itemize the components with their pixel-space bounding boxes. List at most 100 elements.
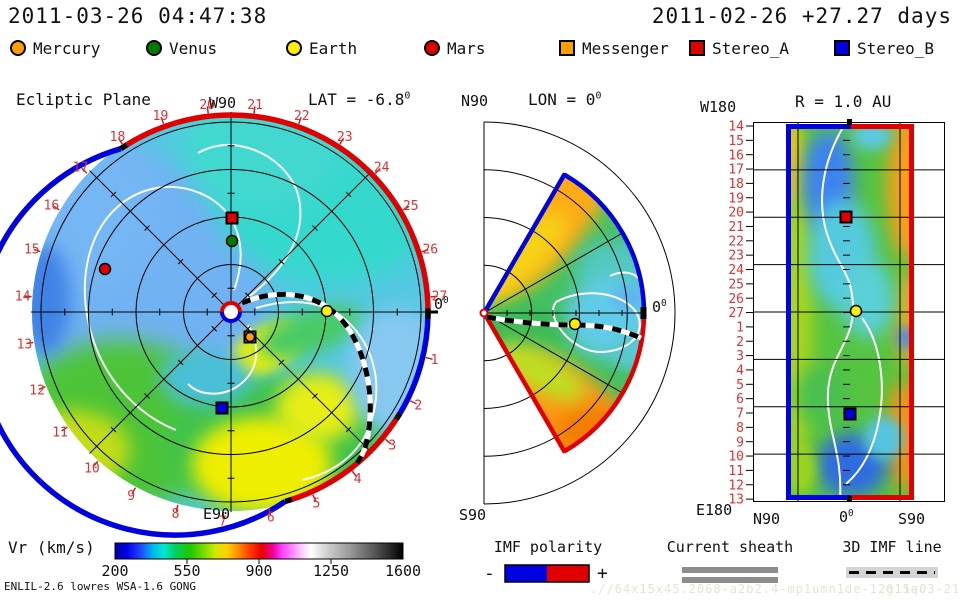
day-tick [339, 137, 345, 145]
degree-sup: 0 [661, 298, 667, 309]
day-label: 4 [354, 472, 362, 487]
line [483, 312, 623, 394]
marker-ecliptic-earth [320, 304, 334, 318]
marker-ecliptic-stereo_a [225, 211, 239, 225]
field-blob [257, 305, 363, 359]
mars-icon [424, 40, 440, 56]
day-tick [52, 205, 60, 211]
legend-item-stereo-a: Stereo_A [689, 38, 790, 58]
marker-ecliptic-venus [225, 234, 239, 248]
day-label: 6 [267, 511, 275, 526]
radial-s90-axis-label: S90 [898, 510, 926, 528]
day-label: 16 [728, 148, 744, 163]
path [220, 301, 242, 313]
day-label: 15 [24, 242, 40, 257]
meridional-imf-polarity-border [483, 172, 647, 454]
radial-imf-polarity-border [786, 124, 914, 500]
run-id-watermark: .//64x15x45.2068-a2b2.4-mp1umn1de-1.g15q… [590, 582, 928, 596]
day-label: 7 [736, 407, 744, 422]
day-label: 5 [313, 496, 321, 511]
rim-gap [284, 496, 293, 505]
rect [682, 577, 778, 583]
current-sheath-swatch [682, 567, 778, 583]
day-label: 6 [736, 392, 744, 407]
day-label: 10 [728, 450, 744, 465]
colorbar [114, 542, 404, 560]
sheet-line [845, 317, 883, 485]
day-label: 4 [736, 364, 744, 379]
au-tick [312, 225, 318, 231]
au-tick [177, 258, 184, 265]
radial-title: R = 1.0 AU [795, 92, 892, 111]
colorbar-label: Vr (km/s) [8, 538, 95, 557]
day-tick [117, 137, 124, 145]
lat-text: LAT = -6.8 [308, 90, 405, 109]
day-tick [421, 248, 429, 253]
legend-label: Stereo_A [712, 38, 790, 58]
day-label: 15 [728, 134, 744, 149]
day-label: 20 [199, 98, 215, 113]
rim-blue [397, 311, 431, 415]
day-tick [409, 400, 417, 405]
rim-red [291, 417, 399, 503]
day-label: 9 [736, 435, 744, 450]
day-label: 3 [736, 349, 744, 364]
day-tick [38, 386, 46, 391]
zero-text: 0 [839, 508, 849, 526]
field-blob [786, 445, 816, 495]
rim-gap [119, 142, 129, 151]
line [483, 232, 623, 314]
day-tick [430, 295, 438, 298]
legend-label: Stereo_B [857, 38, 935, 58]
day-label: 26 [728, 292, 744, 307]
au-tick [211, 292, 218, 299]
field-blob [192, 417, 332, 511]
path [562, 172, 647, 314]
au-tick [110, 191, 117, 198]
imf-polarity-swatch [504, 564, 590, 583]
day-tick [298, 116, 302, 125]
legend-label: Messenger [582, 38, 669, 58]
day-label: 12 [29, 384, 45, 399]
marker-meridional-earth [568, 317, 582, 331]
day-tick [61, 426, 68, 432]
meridional-sun-marker [479, 308, 489, 318]
day-tick [206, 106, 209, 114]
day-tick [131, 487, 137, 495]
meridional-zero-axis-tick [640, 307, 647, 319]
day-label: 17 [73, 161, 89, 176]
radial-e180-label: E180 [696, 501, 733, 519]
radial-day-labels: 1415161718192021222324252627123456789101… [728, 120, 850, 508]
path [851, 124, 914, 500]
sheet-line [552, 292, 641, 354]
degree-sup: 0 [595, 90, 602, 102]
day-tick [374, 168, 381, 174]
day-tick [24, 295, 32, 298]
day-label: 13 [17, 337, 33, 352]
meridional-velocity-field [484, 174, 644, 452]
zero-text: 0 [434, 295, 444, 313]
day-label: 5 [736, 378, 744, 393]
au-tick [144, 393, 150, 399]
day-label: 25 [728, 277, 744, 292]
marker-radial-earth [849, 304, 863, 318]
ecliptic-w90-label: W90 [209, 94, 237, 112]
imf-line-label: 3D IMF line [842, 538, 942, 556]
legend-label: Venus [169, 38, 218, 58]
venus-icon [146, 40, 162, 56]
marker-radial-stereo_b [843, 407, 857, 421]
meridional-lon-label: LON = 00 [528, 90, 601, 109]
rect [547, 565, 589, 582]
stereo-a-icon [689, 40, 705, 56]
line [483, 313, 567, 454]
rim-red [125, 112, 232, 148]
radial-top-center-tick [847, 119, 852, 125]
day-label: 25 [403, 199, 419, 214]
rect [682, 567, 778, 573]
ecliptic-e90-label: E90 [203, 505, 231, 523]
day-tick [384, 438, 392, 445]
ecliptic-title: Ecliptic Plane [16, 90, 151, 109]
ecliptic-imf-polarity-rim [0, 112, 431, 538]
day-label: 10 [84, 462, 100, 477]
3d-imf-line-swatch [846, 567, 938, 578]
